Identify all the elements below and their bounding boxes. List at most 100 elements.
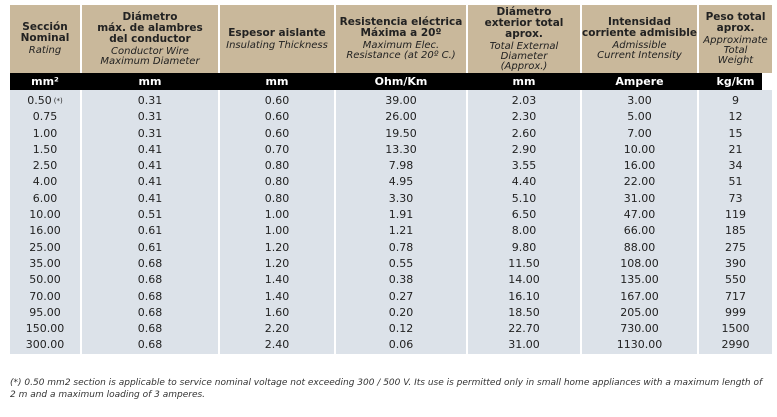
data-cell: 19.50 (336, 125, 466, 142)
cell-value: 95.00 (29, 305, 61, 319)
data-cell: 4.00 (10, 174, 80, 191)
data-cell: 1.40 (220, 288, 334, 305)
data-cell: 1.20 (220, 255, 334, 273)
data-cell: 1.20 (220, 239, 334, 256)
cell-value: 1.40 (264, 289, 290, 303)
cell-value: 4.40 (511, 175, 537, 189)
header-cell: Resistencia eléctrica Máxima a 20º Maximu… (336, 5, 466, 73)
cell-value: 2.60 (511, 126, 537, 140)
cell-value: 39.00 (385, 94, 417, 107)
cell-value: 0.06 (388, 338, 414, 352)
cell-value: 999 (725, 305, 746, 319)
data-cell: 5.10 (468, 190, 580, 208)
column-subtitle: Maximum Elec. Resistance (at 20º C.) (346, 40, 456, 61)
cell-value: 34 (728, 159, 743, 173)
table-body: 0.50 (*) 0.31 0.60 39.00 2.03 3.00 9 0.75 0.31 0.6… (10, 90, 772, 354)
cell-value: 1.00 (264, 208, 290, 222)
data-cell: 0.80 (220, 190, 334, 208)
data-cell: 0.31 (82, 90, 218, 110)
data-cell: 1.91 (336, 207, 466, 224)
cell-value: 22.00 (623, 175, 656, 189)
data-cell: 550 (699, 272, 772, 289)
data-cell: 1.21 (336, 223, 466, 240)
cell-value: 21 (728, 142, 743, 156)
cell-value: 0.60 (264, 126, 290, 140)
data-cell: 1.00 (10, 125, 80, 142)
cell-value: 3.00 (627, 94, 652, 107)
cell-value: 0.31 (137, 94, 163, 107)
data-cell: 0.50 (*) (10, 90, 80, 110)
cell-value: 1.20 (264, 240, 290, 254)
data-cell: 205.00 (582, 304, 697, 322)
cell-value: 0.70 (264, 142, 290, 156)
cell-value: 0.68 (137, 338, 163, 352)
data-cell: 34 (699, 158, 772, 175)
cell-value: 5.00 (627, 110, 652, 124)
unit-cell: Ampere (615, 75, 664, 88)
data-cell: 16.00 (582, 158, 697, 175)
data-cell: 22.70 (468, 321, 580, 338)
cable-table: Sección Nominal Rating Diámetro máx. de al… (10, 5, 772, 354)
data-cell: 66.00 (582, 223, 697, 240)
cell-value: 8.00 (511, 224, 537, 238)
data-cell: 47.00 (582, 207, 697, 224)
data-cell: 0.70 (220, 141, 334, 159)
data-cell: 2.30 (468, 109, 580, 126)
data-cell: 0.41 (82, 174, 218, 191)
data-cell: 0.68 (82, 304, 218, 322)
cell-value: 5.10 (511, 191, 537, 205)
cell-value: 0.68 (137, 289, 163, 303)
column-title: Resistencia eléctrica Máxima a 20º (339, 16, 463, 39)
cell-value: 0.68 (137, 256, 163, 270)
data-cell: 31.00 (468, 337, 580, 354)
cell-value: 50.00 (29, 273, 61, 287)
unit-cell: mm (512, 75, 536, 88)
data-cell: 4.95 (336, 174, 466, 191)
cell-value: 2.90 (511, 142, 537, 156)
cell-value: 1.21 (388, 224, 414, 238)
cell-value: 0.80 (264, 191, 290, 205)
data-cell: 2.60 (468, 125, 580, 142)
cell-value: 2.50 (32, 159, 58, 173)
cell-value: 119 (725, 208, 746, 222)
cell-value: 0.60 (264, 94, 290, 107)
data-cell: 1130.00 (582, 337, 697, 354)
cell-value: 300.00 (25, 338, 65, 352)
cell-value: 2.30 (511, 110, 537, 124)
cell-value: 1.50 (32, 142, 58, 156)
data-cell: 2.20 (220, 321, 334, 338)
data-cell: 0.41 (82, 141, 218, 159)
data-cell: 167.00 (582, 288, 697, 305)
cell-value: 2990 (721, 338, 750, 352)
column-title: Diámetro exterior total aprox. (484, 5, 564, 40)
data-cell: 0.06 (336, 337, 466, 354)
data-cell: 3.00 (582, 90, 697, 110)
cell-value: 16.10 (508, 289, 540, 303)
data-cell: 0.27 (336, 288, 466, 305)
cell-value: 70.00 (29, 289, 61, 303)
cell-value: 16.00 (623, 159, 656, 173)
cell-value: 1.40 (264, 273, 290, 287)
note-mark: (*) (53, 97, 63, 105)
header-cell: Diámetro máx. de alambres del conductor C… (82, 5, 218, 73)
header-cell: Espesor aislante Insulating Thickness (220, 5, 334, 73)
header-cell: Diámetro exterior total aprox. Total Exte… (468, 5, 580, 73)
data-cell: 150.00 (10, 321, 80, 338)
data-cell: 9 (699, 90, 772, 110)
data-cell: 0.60 (220, 109, 334, 126)
data-cell: 0.55 (336, 255, 466, 273)
column-title: Intensidad corriente admisible (582, 16, 698, 39)
cell-value: 16.00 (29, 224, 61, 238)
cell-value: 150.00 (25, 322, 65, 336)
cell-value: 0.12 (388, 322, 414, 336)
cell-value: 2.40 (264, 338, 290, 352)
cell-value: 3.55 (511, 159, 537, 173)
cell-value: 275 (725, 240, 746, 254)
data-cell: 0.38 (336, 272, 466, 289)
cell-value: 51 (728, 175, 743, 189)
data-cell: 717 (699, 288, 772, 305)
cell-value: 19.50 (385, 126, 417, 140)
data-cell: 15 (699, 125, 772, 142)
header-cell: Sección Nominal Rating (10, 5, 80, 73)
